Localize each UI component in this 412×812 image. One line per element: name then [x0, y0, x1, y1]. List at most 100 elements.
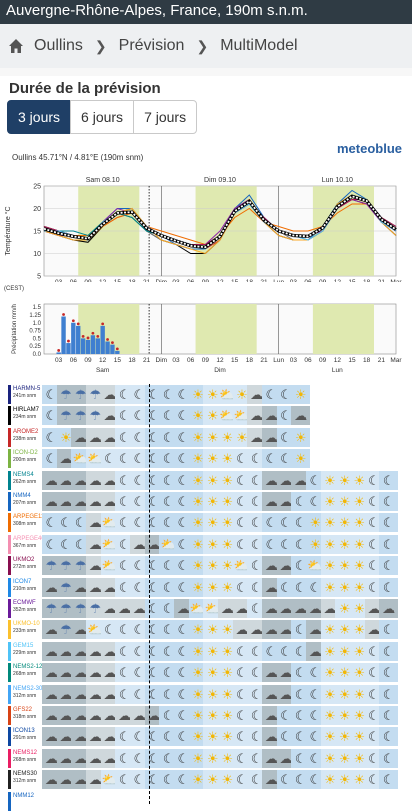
moon-icon: ☾	[247, 492, 267, 511]
cloud-sun-icon: ⛅	[203, 599, 223, 618]
moon-icon: ☾	[276, 385, 296, 404]
model-label[interactable]: NEMS2-12 268m snm	[8, 663, 44, 683]
x-tick-label: Lun	[273, 357, 284, 364]
breadcrumb-item-multimodel[interactable]: MultiModel	[220, 37, 298, 54]
model-label[interactable]: HARMN-5 241m snm	[8, 385, 44, 404]
cloud-icon: ☁	[85, 513, 105, 533]
model-name: NEMS30	[13, 771, 38, 778]
precipitation-probability-dot	[57, 349, 61, 352]
model-label[interactable]: NEMS2-30 312m snm	[8, 684, 44, 704]
moon-icon: ☾	[41, 449, 61, 469]
cloud-icon: ☁	[71, 492, 91, 511]
duration-option-7-days[interactable]: 7 jours	[133, 100, 198, 134]
sun-icon: ☀	[320, 556, 340, 576]
precipitation-probability-dot	[91, 331, 95, 335]
moon-icon: ☾	[115, 770, 135, 790]
model-label[interactable]: GFS22 318m snm	[8, 706, 44, 725]
x-tick-label: 21	[378, 279, 386, 282]
sun-icon: ☀	[188, 513, 208, 533]
sun-icon: ☀	[217, 684, 237, 704]
sun-icon: ☀	[335, 663, 355, 683]
model-label[interactable]: NMM12	[8, 791, 44, 811]
model-row: ICON7 210m snm ☁ ☂ ☁ ☁ ☁ ☾ ☾ ☾ ☾ ☾ ☀ ☀ ☀ ☾ ☾ ☁ ☾ ☾ ☾ ☀ ☀ ☀ ☾ ☾	[0, 577, 412, 598]
model-name: NMM4	[13, 493, 31, 499]
x-tick-label: 18	[246, 357, 254, 364]
x-tick-label: 18	[128, 279, 136, 282]
model-label[interactable]: ARPEGE11 308m snm	[8, 513, 44, 533]
model-label[interactable]: HIRLAM7 234m snm	[8, 406, 44, 426]
cloud-icon: ☁	[41, 770, 61, 790]
duration-option-6-days[interactable]: 6 jours	[70, 100, 135, 134]
cloud-icon: ☁	[100, 663, 120, 683]
moon-icon: ☾	[173, 492, 193, 511]
sun-icon: ☀	[217, 577, 237, 597]
sun-icon: ☀	[335, 727, 355, 747]
moon-icon: ☾	[291, 770, 311, 790]
breadcrumb-item-forecast[interactable]: Prévision	[118, 37, 185, 54]
model-label[interactable]: ECMWF 352m snm	[8, 599, 44, 618]
model-label[interactable]: ARPEGE40 367m snm	[8, 534, 45, 554]
y-tick-label: 1.0	[33, 321, 42, 327]
model-label[interactable]: NEMS12 268m snm	[8, 748, 44, 768]
model-label[interactable]: NEMS4 262m snm	[8, 470, 44, 490]
cloud-icon: ☁	[71, 748, 91, 768]
cloud-icon: ☁	[85, 641, 105, 661]
cloud-sun-icon: ⛅	[217, 406, 237, 426]
model-row: ARPEGE11 308m snm ☾ ☾ ☾ ☁ ⛅ ☾ ☾ ☾ ☾ ☾ ☀ ☀ ☀ ☾ ☾ ☾ ☾ ☾ ☀ ☀ ☀ ☀ ☾ ☾	[0, 512, 412, 533]
home-icon[interactable]	[8, 38, 24, 54]
model-name: ICON13	[13, 728, 35, 735]
cloud-icon: ☁	[71, 470, 91, 490]
model-label[interactable]: UKMO2 272m snm	[8, 556, 44, 576]
moon-icon: ☾	[159, 727, 179, 747]
sun-icon: ☀	[349, 492, 369, 511]
model-label[interactable]: ICON13 291m snm	[8, 727, 44, 747]
sun-icon: ☀	[217, 534, 237, 554]
sun-icon: ☀	[217, 470, 237, 490]
x-tick-label: 21	[378, 357, 386, 364]
moon-icon: ☾	[247, 706, 267, 725]
model-name: HIRLAM7	[13, 407, 40, 414]
precipitation-bar	[95, 338, 100, 354]
precipitation-bar	[85, 339, 91, 354]
model-row: ICON13 291m snm ☁ ☁ ☁ ☁ ☁ ☾ ☾ ☾ ☾ ☾ ☀ ☀ ☀ ☾ ☾ ☁ ☾ ☾ ☾ ☀ ☀ ☀ ☾ ☾	[0, 726, 412, 747]
moon-icon: ☾	[379, 492, 399, 511]
model-label[interactable]: NMM4 207m snm	[8, 492, 44, 511]
moon-icon: ☾	[115, 748, 135, 768]
cloud-icon: ☁	[129, 599, 149, 618]
cloud-icon: ☁	[56, 748, 76, 768]
sun-icon: ☀	[203, 513, 223, 533]
x-tick-label: 15	[114, 279, 122, 282]
moon-icon: ☾	[115, 406, 135, 426]
cloud-icon: ☁	[100, 492, 120, 511]
duration-option-3-days[interactable]: 3 jours	[7, 100, 72, 134]
model-row: NMM4 207m snm ☁ ☁ ☁ ☁ ☁ ☾ ☾ ☾ ☾ ☾ ☀ ☀ ☀ ☾ ☾ ☁ ☁ ☾ ☾ ☀ ☀ ☀ ☾ ☾	[0, 491, 412, 512]
sun-icon: ☀	[349, 727, 369, 747]
cloud-icon: ☁	[100, 748, 120, 768]
sun-icon: ☀	[188, 427, 208, 447]
sun-icon: ☀	[305, 534, 325, 554]
moon-icon: ☾	[364, 641, 384, 661]
model-label[interactable]: ICON-D2 200m snm	[8, 449, 44, 469]
cloud-icon: ☁	[276, 470, 296, 490]
moon-icon: ☾	[129, 620, 149, 640]
model-label[interactable]: GEM15 229m snm	[8, 641, 44, 661]
model-label[interactable]: AROME2 238m snm	[8, 427, 44, 447]
model-label[interactable]: UKMO-10 233m snm	[8, 620, 44, 640]
sun-icon: ☀	[203, 770, 223, 790]
cloud-icon: ☁	[232, 620, 252, 640]
breadcrumb-item-location[interactable]: Oullins	[34, 37, 83, 54]
model-label[interactable]: NEMS30 312m snm	[8, 770, 44, 790]
x-tick-label: 06	[187, 279, 195, 282]
precipitation-probability-dot	[106, 338, 109, 341]
cloud-icon: ☁	[115, 599, 135, 618]
moon-icon: ☾	[232, 684, 252, 704]
moon-icon: ☾	[56, 513, 76, 533]
moon-icon: ☾	[56, 534, 76, 554]
sun-icon: ☀	[188, 706, 208, 725]
model-label[interactable]: ICON7 210m snm	[8, 577, 44, 597]
sun-icon: ☀	[335, 513, 355, 533]
sun-icon: ☀	[188, 727, 208, 747]
cloud-icon: ☁	[100, 641, 120, 661]
sun-icon: ☀	[335, 577, 355, 597]
moon-icon: ☾	[129, 385, 149, 404]
